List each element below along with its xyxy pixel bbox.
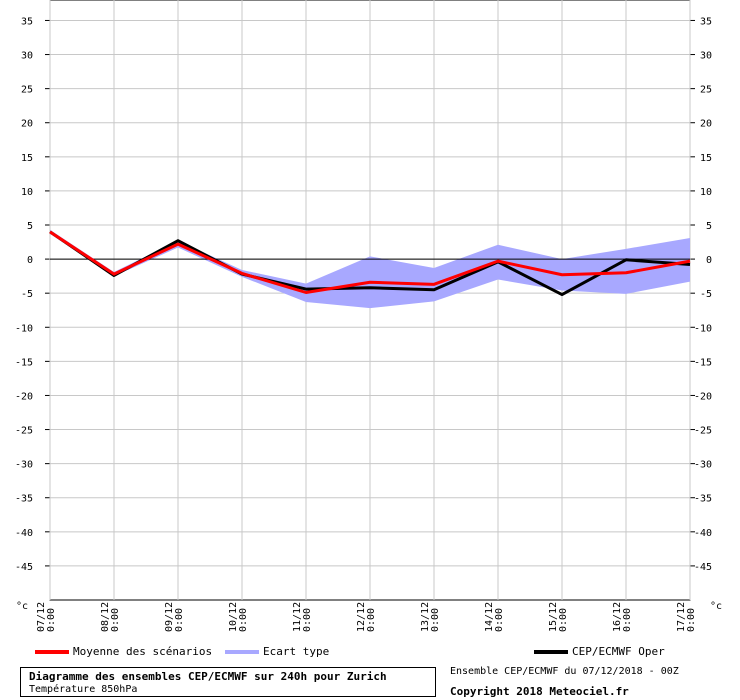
legend-oper-swatch <box>534 650 568 654</box>
y-tick-label-left: -25 <box>15 426 33 437</box>
y-tick-label-left: -45 <box>15 562 33 573</box>
y-tick-label-left: -5 <box>21 289 33 300</box>
x-tick-time: 0:00 <box>238 608 249 632</box>
y-tick-label-left: -15 <box>15 357 33 368</box>
x-tick-date: 16/12 <box>612 602 623 632</box>
y-tick-label-right: -25 <box>694 426 712 437</box>
x-tick-time: 0:00 <box>558 608 569 632</box>
x-tick-time: 0:00 <box>46 608 57 632</box>
x-tick-date: 07/12 <box>36 602 47 632</box>
y-tick-label-left: 0 <box>27 255 33 266</box>
y-tick-label-right: -35 <box>694 494 712 505</box>
x-tick-date: 14/12 <box>484 602 495 632</box>
ensemble-chart: 35 30 25 20 15 10 5 0 -5 -10 -15 -20 -25 -30 -35 -40 -45… <box>15 0 722 632</box>
y-tick-label-left: 20 <box>21 119 33 130</box>
title-box: Diagramme des ensembles CEP/ECMWF sur 24… <box>20 667 436 697</box>
y-tick-label-left: -10 <box>15 323 33 334</box>
x-tick-label: 08/12 0:00 <box>100 602 121 632</box>
x-tick-label: 09/12 0:00 <box>164 602 185 632</box>
y-tick-label-right: 15 <box>700 153 712 164</box>
x-tick-time: 0:00 <box>302 608 313 632</box>
y-axis-right: 35 30 25 20 15 10 5 0 -5 -10 -15 -20 -25 -30 -35 -40 -45 <box>694 16 712 572</box>
y-tick-label-right: -45 <box>694 562 712 573</box>
legend-oper-label: CEP/ECMWF Oper <box>572 645 665 658</box>
y-tick-label-left: 30 <box>21 51 33 62</box>
x-tick-date: 13/12 <box>420 602 431 632</box>
legend-mean: Moyenne des scénarios <box>35 645 212 659</box>
run-info: Ensemble CEP/ECMWF du 07/12/2018 - 00Z <box>450 666 679 677</box>
y-tick-label-right: 30 <box>700 51 712 62</box>
x-tick-date: 09/12 <box>164 602 175 632</box>
x-tick-label: 11/12 0:00 <box>292 602 313 632</box>
y-tick-label-right: 10 <box>700 187 712 198</box>
legend-mean-label: Moyenne des scénarios <box>73 645 213 658</box>
legend-spread-label: Ecart type <box>263 645 330 658</box>
y-tick-label-right: 35 <box>700 16 712 27</box>
x-tick-label: 07/12 0:00 <box>36 602 57 632</box>
y-tick-label-right: 20 <box>700 119 712 130</box>
y-tick-label-left: -35 <box>15 494 33 505</box>
x-tick-time: 0:00 <box>366 608 377 632</box>
series-lines <box>49 230 691 297</box>
x-tick-date: 12/12 <box>356 602 367 632</box>
y-tick-label-left: 15 <box>21 153 33 164</box>
x-tick-label: 16/12 0:00 <box>612 602 633 632</box>
unit-label-right: °c <box>710 601 722 612</box>
x-tick-label: 17/12 0:00 <box>676 602 697 632</box>
y-tick-label-left: -30 <box>15 460 33 471</box>
x-tick-time: 0:00 <box>174 608 185 632</box>
y-tick-label-right: 25 <box>700 85 712 96</box>
series-line-moyenne-des-sc-narios <box>49 230 691 294</box>
y-tick-label-right: -5 <box>700 289 712 300</box>
x-axis: 07/12 0:00 08/12 0:00 09/12 0:00 10/12 0:00 11/1… <box>36 602 697 632</box>
series-line-cep-ecmwf-oper <box>49 230 691 297</box>
chart-title: Diagramme des ensembles CEP/ECMWF sur 24… <box>29 670 387 683</box>
x-tick-time: 0:00 <box>622 608 633 632</box>
x-tick-time: 0:00 <box>494 608 505 632</box>
legend-oper: CEP/ECMWF Oper <box>534 645 665 659</box>
x-tick-date: 15/12 <box>548 602 559 632</box>
legend-mean-swatch <box>35 650 69 654</box>
y-tick-label-left: 35 <box>21 16 33 27</box>
y-tick-label-left: 10 <box>21 187 33 198</box>
x-tick-date: 08/12 <box>100 602 111 632</box>
y-tick-label-right: 5 <box>706 221 712 232</box>
x-tick-label: 10/12 0:00 <box>228 602 249 632</box>
y-axis-left: 35 30 25 20 15 10 5 0 -5 -10 -15 -20 -25 -30 -35 -40 -45 <box>15 16 33 572</box>
legend-spread: Ecart type <box>225 645 329 659</box>
y-tick-label-right: -10 <box>694 323 712 334</box>
y-tick-label-right: -30 <box>694 460 712 471</box>
y-tick-label-left: -40 <box>15 528 33 539</box>
std-dev-band <box>50 229 690 309</box>
chart-subtitle: Température 850hPa <box>29 684 138 695</box>
x-tick-time: 0:00 <box>110 608 121 632</box>
x-tick-time: 0:00 <box>686 608 697 632</box>
x-tick-label: 13/12 0:00 <box>420 602 441 632</box>
x-tick-time: 0:00 <box>430 608 441 632</box>
y-tick-label-right: -40 <box>694 528 712 539</box>
x-tick-label: 15/12 0:00 <box>548 602 569 632</box>
ecart-type-band <box>50 229 690 309</box>
x-tick-label: 12/12 0:00 <box>356 602 377 632</box>
y-tick-label-right: -20 <box>694 391 712 402</box>
x-tick-label: 14/12 0:00 <box>484 602 505 632</box>
y-tick-label-left: -20 <box>15 391 33 402</box>
legend-spread-swatch <box>225 650 259 654</box>
y-tick-label-left: 5 <box>27 221 33 232</box>
unit-label-left: °c <box>16 601 28 612</box>
copyright: Copyright 2018 Meteociel.fr <box>450 685 629 698</box>
y-tick-label-right: 0 <box>706 255 712 266</box>
x-tick-date: 10/12 <box>228 602 239 632</box>
y-tick-label-left: 25 <box>21 85 33 96</box>
x-tick-date: 11/12 <box>292 602 303 632</box>
y-tick-label-right: -15 <box>694 357 712 368</box>
x-tick-date: 17/12 <box>676 602 687 632</box>
